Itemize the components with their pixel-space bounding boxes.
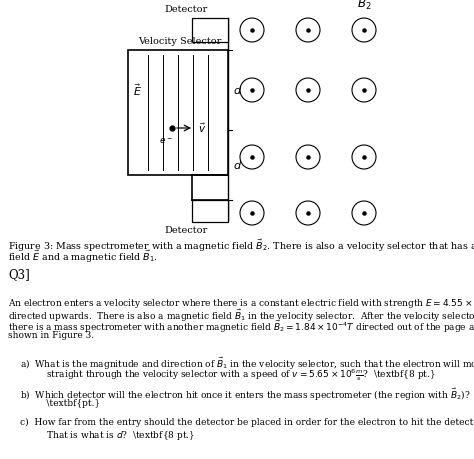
Bar (192, 200, 228, 222)
Text: $e^-$: $e^-$ (159, 136, 173, 146)
Text: $\vec{E}$: $\vec{E}$ (134, 82, 143, 98)
Text: $\vec{B}_2$: $\vec{B}_2$ (357, 0, 371, 12)
Text: straight through the velocity selector with a speed of $v = 5.65 \times 10^6 \fr: straight through the velocity selector w… (32, 368, 436, 383)
Text: Detector: Detector (165, 5, 208, 14)
Circle shape (296, 201, 320, 225)
Circle shape (352, 201, 376, 225)
Text: Q3]: Q3] (8, 268, 30, 281)
Circle shape (352, 18, 376, 42)
Text: \textbf{pt.}: \textbf{pt.} (32, 398, 100, 408)
Circle shape (352, 78, 376, 102)
Text: Velocity Selector: Velocity Selector (138, 37, 221, 46)
Text: a)  What is the magnitude and direction of $\vec{B}_1$ in the velocity selector,: a) What is the magnitude and direction o… (20, 356, 474, 372)
Text: b)  Which detector will the electron hit once it enters the mass spectrometer (t: b) Which detector will the electron hit … (20, 387, 474, 403)
Text: That is what is $d$?  \textbf{8 pt.}: That is what is $d$? \textbf{8 pt.} (32, 430, 195, 442)
Bar (192, 18, 228, 42)
Text: $\vec{v}$: $\vec{v}$ (198, 121, 206, 135)
Circle shape (240, 18, 264, 42)
Text: Detector: Detector (165, 226, 208, 235)
Text: shown in Figure 3.: shown in Figure 3. (8, 330, 94, 340)
Circle shape (240, 78, 264, 102)
Text: directed upwards.  There is also a magnetic field $\vec{B}_1$ in the velocity se: directed upwards. There is also a magnet… (8, 308, 474, 324)
Bar (128, 50, 228, 175)
Text: field $\vec{E}$ and a magnetic field $\vec{B}_1$.: field $\vec{E}$ and a magnetic field $\v… (8, 249, 158, 265)
Text: there is a mass spectrometer with another magnetic field $\vec{B}_2 = 1.84 \time: there is a mass spectrometer with anothe… (8, 319, 474, 335)
Text: An electron enters a velocity selector where there is a constant electric field : An electron enters a velocity selector w… (8, 296, 474, 313)
Circle shape (296, 78, 320, 102)
Text: $d$: $d$ (233, 159, 242, 171)
Circle shape (296, 18, 320, 42)
Circle shape (352, 145, 376, 169)
Circle shape (240, 201, 264, 225)
Text: $d$: $d$ (233, 84, 242, 96)
Text: c)  How far from the entry should the detector be placed in order for the electr: c) How far from the entry should the det… (20, 418, 474, 427)
Circle shape (296, 145, 320, 169)
Circle shape (240, 145, 264, 169)
Text: Figure 3: Mass spectrometer with a magnetic field $\vec{B}_2$. There is also a v: Figure 3: Mass spectrometer with a magne… (8, 238, 474, 254)
